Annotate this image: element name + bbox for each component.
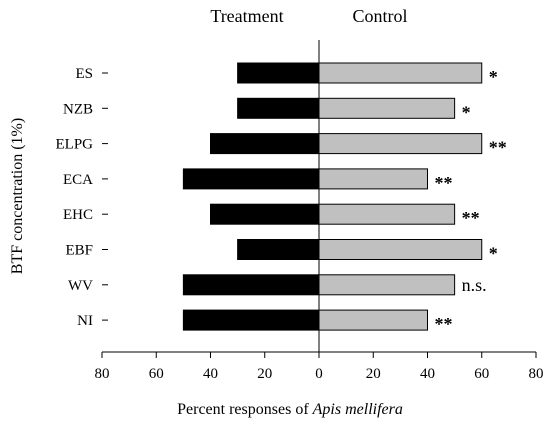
y-axis-title: BTF concentration (1%) bbox=[9, 118, 26, 274]
treatment-bar bbox=[182, 274, 320, 296]
control-bar bbox=[318, 62, 483, 84]
y-category-label: EBF bbox=[65, 243, 93, 259]
x-tick-label: 20 bbox=[366, 366, 381, 382]
y-categories-group: ES NZB ELPG ECA EHC EBF WV NI bbox=[56, 66, 108, 329]
y-category-label: ES bbox=[75, 66, 93, 82]
x-tick-label: 0 bbox=[315, 366, 323, 382]
control-bar bbox=[318, 309, 428, 331]
significance-marker: * bbox=[489, 67, 498, 87]
x-tick-label: 40 bbox=[203, 366, 218, 382]
x-tick-label: 40 bbox=[420, 366, 435, 382]
significance-marker: n.s. bbox=[462, 275, 487, 295]
x-tick-label: 20 bbox=[257, 366, 272, 382]
control-bar bbox=[318, 168, 428, 190]
control-bar bbox=[318, 97, 456, 119]
treatment-bar bbox=[237, 239, 320, 260]
significance-marker: ** bbox=[435, 314, 453, 334]
y-category-label: NZB bbox=[63, 101, 93, 117]
significance-marker: * bbox=[489, 244, 498, 264]
x-tick-label: 60 bbox=[474, 366, 489, 382]
treatment-header: Treatment bbox=[210, 6, 283, 26]
treatment-bar bbox=[237, 62, 320, 84]
bars-group bbox=[182, 62, 483, 331]
y-category-label: WV bbox=[68, 278, 93, 294]
treatment-bar bbox=[182, 168, 320, 190]
x-tick-label: 60 bbox=[149, 366, 164, 382]
treatment-bar bbox=[210, 133, 320, 155]
y-category-label: ELPG bbox=[56, 137, 94, 153]
control-bar bbox=[318, 203, 456, 225]
control-bar bbox=[318, 133, 483, 155]
significance-marker: ** bbox=[489, 138, 507, 158]
significance-group: *********n.s.** bbox=[435, 67, 507, 334]
x-axis-title-species: Apis mellifera bbox=[312, 401, 403, 418]
y-category-label: NI bbox=[77, 313, 93, 329]
treatment-bar bbox=[210, 203, 320, 225]
significance-marker: ** bbox=[462, 208, 480, 228]
axes-group bbox=[102, 40, 536, 353]
x-tick-label: 80 bbox=[529, 366, 544, 382]
control-bar bbox=[318, 239, 483, 260]
x-axis-title-prefix: Percent responses of bbox=[177, 401, 313, 418]
significance-marker: ** bbox=[435, 173, 453, 193]
x-ticks-group: 80 60 40 20 0 20 40 60 80 bbox=[95, 352, 544, 382]
significance-marker: * bbox=[462, 102, 471, 122]
control-header: Control bbox=[352, 6, 407, 26]
x-tick-label: 80 bbox=[95, 366, 110, 382]
x-axis-title: Percent responses of Apis mellifera bbox=[177, 401, 403, 418]
y-category-label: ECA bbox=[63, 172, 93, 188]
treatment-bar bbox=[237, 97, 320, 119]
y-category-label: EHC bbox=[63, 207, 93, 223]
control-bar bbox=[318, 274, 456, 296]
treatment-bar bbox=[182, 309, 320, 331]
